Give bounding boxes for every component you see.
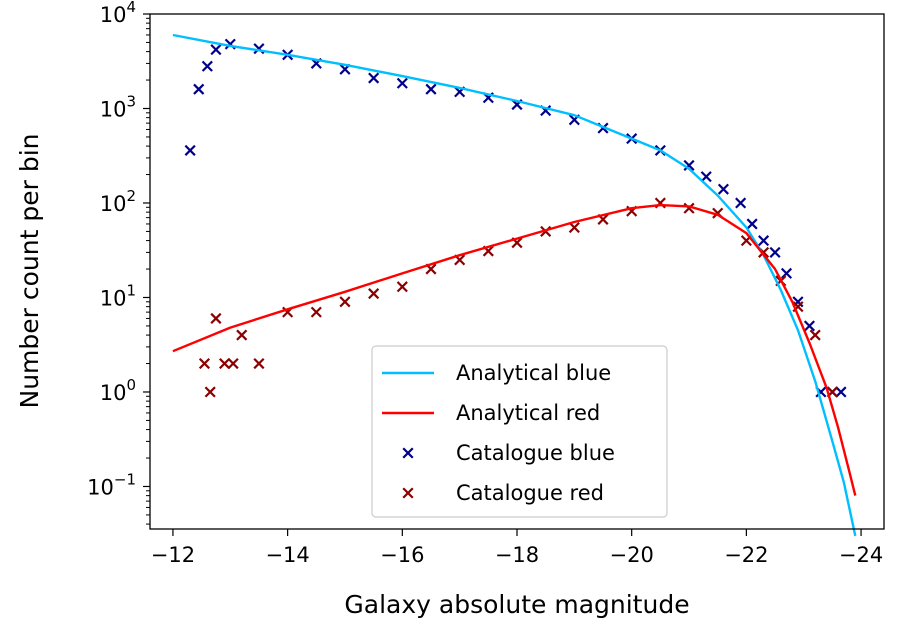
legend: Analytical blue Analytical red Catalogue b… bbox=[371, 345, 668, 518]
x-tick-label: −24 bbox=[839, 543, 883, 567]
catalogue-blue-point bbox=[735, 197, 747, 209]
y-tick-label: 102 bbox=[100, 187, 136, 216]
catalogue-red-point bbox=[227, 357, 239, 370]
y-tick-exponent: −1 bbox=[114, 470, 136, 488]
y-tick-label: 103 bbox=[100, 92, 136, 121]
catalogue-blue-point bbox=[396, 77, 408, 89]
analytical-blue-line bbox=[172, 33, 857, 537]
catalogue-red-point bbox=[310, 306, 322, 318]
x-axis-title: Galaxy absolute magnitude bbox=[344, 590, 689, 619]
y-tick-base: 10 bbox=[100, 97, 127, 121]
x-tick-label: −16 bbox=[380, 543, 424, 567]
legend-label-catalogue-blue: Catalogue blue bbox=[456, 441, 615, 465]
catalogue-blue-point bbox=[425, 83, 437, 95]
catalogue-blue-point bbox=[339, 63, 351, 75]
series-layer bbox=[172, 33, 857, 537]
x-axis-ticks: −12 −14 −16 −18 −20 −22 −24 bbox=[151, 529, 883, 567]
catalogue-blue-point bbox=[700, 171, 712, 183]
catalogue-red-point bbox=[198, 357, 211, 370]
y-tick-label: 101 bbox=[100, 281, 136, 310]
legend-label-analytical-blue: Analytical blue bbox=[456, 361, 611, 385]
y-tick-base: 10 bbox=[100, 3, 127, 27]
y-tick-exponent: 2 bbox=[126, 187, 136, 205]
catalogue-red-point bbox=[396, 281, 408, 293]
analytical-red-line bbox=[172, 203, 857, 496]
x-tick-label: −18 bbox=[495, 543, 539, 567]
catalogue-blue-point bbox=[201, 60, 213, 72]
catalogue-red-point bbox=[368, 288, 380, 300]
x-tick-label: −12 bbox=[151, 543, 195, 567]
legend-swatch-catalogue-red bbox=[402, 487, 414, 499]
catalogue-red-point bbox=[339, 296, 351, 308]
legend-box bbox=[371, 345, 668, 518]
plot-frame bbox=[149, 13, 885, 530]
catalogue-blue-point bbox=[368, 72, 380, 84]
catalogue-blue-point bbox=[193, 83, 205, 95]
catalogue-red-point bbox=[210, 312, 222, 325]
y-axis-title: Number count per bin bbox=[15, 134, 44, 409]
y-tick-exponent: 0 bbox=[126, 376, 136, 394]
catalogue-blue-point bbox=[746, 218, 758, 230]
catalogue-blue-point bbox=[780, 267, 793, 279]
legend-swatch-catalogue-blue bbox=[402, 447, 414, 459]
catalogue-blue-point bbox=[835, 386, 847, 398]
y-tick-exponent: 1 bbox=[126, 281, 136, 299]
y-tick-exponent: 3 bbox=[126, 92, 136, 110]
catalogue-blue-point bbox=[803, 320, 816, 332]
y-tick-base: 10 bbox=[87, 475, 114, 499]
catalogue-red-point bbox=[204, 386, 216, 398]
x-tick-label: −22 bbox=[724, 543, 768, 567]
catalogue-red-point bbox=[218, 357, 231, 370]
x-tick-label: −14 bbox=[265, 543, 309, 567]
catalogue-blue-point bbox=[184, 144, 196, 156]
catalogue-blue-point bbox=[769, 246, 781, 258]
legend-label-catalogue-red: Catalogue red bbox=[456, 481, 604, 505]
y-tick-exponent: 4 bbox=[126, 0, 136, 16]
y-tick-label: 104 bbox=[100, 0, 136, 27]
catalogue-red-point bbox=[809, 329, 821, 341]
y-tick-label: 10−1 bbox=[87, 470, 136, 499]
y-tick-base: 10 bbox=[100, 286, 127, 310]
catalogue-red-point bbox=[253, 357, 265, 370]
legend-label-analytical-red: Analytical red bbox=[456, 401, 600, 425]
catalogue-red-point bbox=[568, 221, 580, 234]
y-tick-base: 10 bbox=[100, 192, 127, 216]
catalogue-blue-point bbox=[758, 235, 770, 247]
catalogue-blue-point bbox=[210, 44, 222, 56]
x-tick-label: −20 bbox=[610, 543, 654, 567]
catalogue-red-point bbox=[236, 329, 248, 341]
y-tick-label: 100 bbox=[100, 376, 136, 405]
y-tick-base: 10 bbox=[100, 381, 127, 405]
catalogue-blue-point bbox=[717, 183, 729, 195]
